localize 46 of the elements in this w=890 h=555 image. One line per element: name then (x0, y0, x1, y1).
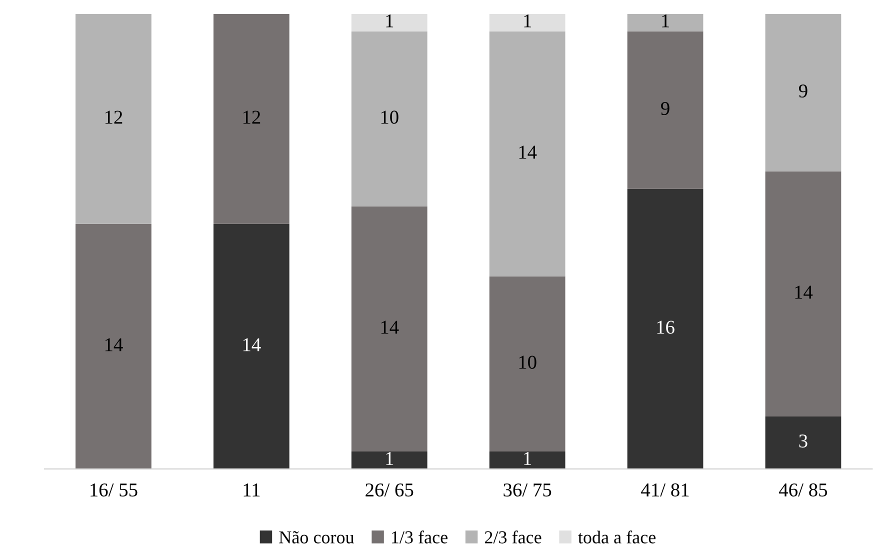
data-label: 1 (386, 14, 394, 28)
bar (489, 14, 566, 32)
bar (765, 14, 842, 172)
data-label: 14 (519, 146, 537, 159)
bar (351, 206, 428, 452)
bar (213, 14, 290, 224)
bar (489, 31, 566, 276)
bar (489, 276, 566, 452)
data-label: 14 (105, 338, 123, 352)
data-label: 12 (243, 110, 260, 124)
bar (76, 224, 152, 469)
bar (765, 171, 842, 416)
bar (489, 451, 566, 469)
bar (351, 14, 428, 32)
x-tick-label: 16/ 55 (90, 483, 138, 497)
legend-label: 2/3 face (484, 530, 542, 544)
data-label: 1 (386, 452, 394, 465)
x-tick-label: 26/ 65 (366, 483, 414, 497)
bar (765, 416, 842, 469)
x-tick-label: 36/ 75 (504, 483, 552, 497)
bar (627, 31, 704, 189)
bar (351, 31, 428, 206)
data-label: 9 (661, 102, 670, 116)
x-tick-label: 46/ 85 (779, 483, 828, 497)
legend-label: Não corou (279, 531, 354, 544)
bar (351, 451, 428, 469)
x-tick-label: 41/ 81 (641, 483, 689, 497)
data-label: 10 (381, 110, 398, 124)
legend-label: 1/3 face (392, 530, 448, 544)
bar (76, 14, 152, 224)
data-label: 1 (524, 14, 532, 28)
bar (627, 14, 704, 32)
bar (627, 188, 704, 469)
data-label: 10 (519, 356, 536, 369)
legend-label: toda a face (578, 530, 656, 544)
data-label: 12 (105, 110, 122, 124)
data-label: 14 (795, 286, 813, 299)
data-label: 3 (799, 434, 808, 448)
x-tick-label: 11 (244, 484, 260, 496)
data-label: 9 (798, 84, 808, 98)
data-label: 1 (524, 452, 532, 465)
data-label: 1 (662, 14, 669, 28)
data-label: 14 (243, 338, 261, 352)
data-label: 14 (381, 320, 399, 334)
data-label: 16 (657, 320, 674, 334)
bar (213, 224, 290, 469)
